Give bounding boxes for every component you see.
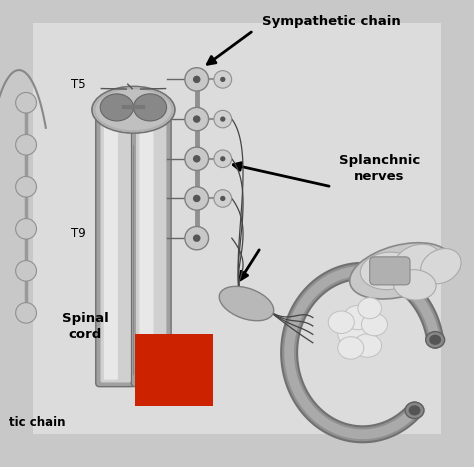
Ellipse shape: [92, 86, 175, 133]
Circle shape: [193, 155, 201, 163]
Ellipse shape: [360, 252, 417, 290]
Circle shape: [214, 150, 232, 168]
Circle shape: [214, 110, 232, 128]
Ellipse shape: [426, 332, 445, 348]
Circle shape: [16, 134, 36, 155]
Circle shape: [193, 115, 201, 123]
Ellipse shape: [353, 334, 382, 357]
Ellipse shape: [393, 269, 436, 300]
FancyBboxPatch shape: [370, 257, 410, 285]
Ellipse shape: [350, 243, 451, 299]
Text: T9: T9: [71, 227, 86, 240]
Ellipse shape: [344, 305, 372, 330]
FancyBboxPatch shape: [33, 23, 441, 434]
Circle shape: [193, 195, 201, 202]
Ellipse shape: [337, 321, 368, 347]
Circle shape: [16, 177, 36, 197]
Circle shape: [220, 156, 226, 162]
Text: T5: T5: [71, 78, 85, 91]
FancyBboxPatch shape: [131, 118, 171, 387]
Ellipse shape: [358, 298, 382, 318]
Circle shape: [193, 76, 201, 83]
Ellipse shape: [337, 337, 364, 359]
Ellipse shape: [361, 313, 388, 336]
Circle shape: [214, 190, 232, 207]
Circle shape: [220, 77, 226, 82]
Circle shape: [16, 219, 36, 239]
Text: Splanchnic
nerves: Splanchnic nerves: [338, 154, 420, 183]
Text: Sympathetic chain: Sympathetic chain: [263, 14, 401, 28]
Circle shape: [193, 234, 201, 242]
Bar: [135, 334, 213, 406]
Ellipse shape: [405, 402, 424, 418]
Circle shape: [185, 226, 209, 250]
Ellipse shape: [429, 335, 441, 345]
Ellipse shape: [134, 94, 167, 121]
Ellipse shape: [100, 94, 133, 121]
Circle shape: [16, 92, 36, 113]
Ellipse shape: [420, 248, 461, 284]
Circle shape: [214, 71, 232, 88]
FancyBboxPatch shape: [100, 120, 131, 382]
Ellipse shape: [219, 286, 273, 321]
FancyBboxPatch shape: [96, 118, 136, 387]
Circle shape: [220, 116, 226, 122]
Circle shape: [16, 303, 36, 323]
FancyBboxPatch shape: [139, 122, 154, 380]
Ellipse shape: [394, 244, 440, 279]
Text: tic chain: tic chain: [9, 416, 66, 429]
Text: Spinal
cord: Spinal cord: [62, 312, 109, 341]
Circle shape: [185, 187, 209, 210]
Ellipse shape: [328, 311, 354, 333]
Circle shape: [185, 107, 209, 131]
Circle shape: [220, 196, 226, 201]
Circle shape: [185, 147, 209, 170]
FancyBboxPatch shape: [104, 122, 118, 380]
Circle shape: [16, 261, 36, 281]
FancyBboxPatch shape: [136, 120, 166, 382]
Circle shape: [185, 68, 209, 91]
Ellipse shape: [409, 405, 420, 416]
